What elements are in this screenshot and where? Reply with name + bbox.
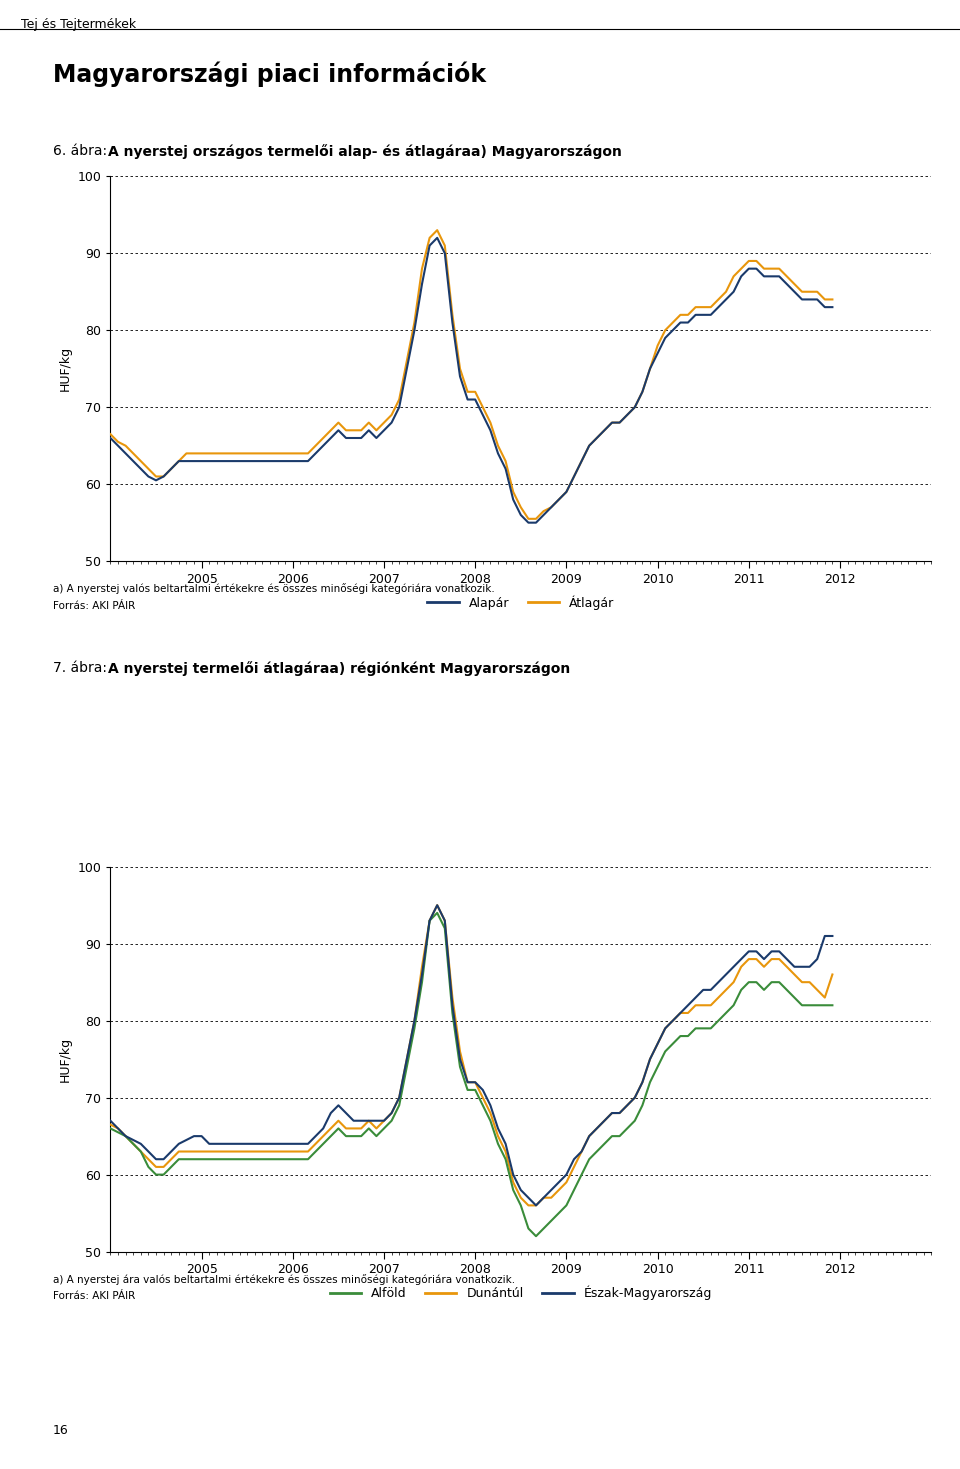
Text: 16: 16 — [53, 1423, 68, 1437]
Text: Forrás: AKI PÁIR: Forrás: AKI PÁIR — [53, 1291, 135, 1302]
Text: Magyarországi piaci információk: Magyarországi piaci információk — [53, 62, 486, 87]
Legend: Alapár, Átlagár: Alapár, Átlagár — [422, 591, 619, 614]
Text: 6. ábra:: 6. ábra: — [53, 144, 111, 159]
Text: a) A nyerstej valós beltartalmi értékekre és összes minőségi kategóriára vonatko: a) A nyerstej valós beltartalmi értékekr… — [53, 583, 494, 593]
Text: Forrás: AKI PÁIR: Forrás: AKI PÁIR — [53, 601, 135, 611]
Text: 7. ábra:: 7. ábra: — [53, 661, 111, 676]
Y-axis label: HUF/kg: HUF/kg — [59, 347, 72, 391]
Text: A nyerstej termelői átlagáraa) régiónként Magyarországon: A nyerstej termelői átlagáraa) régiónkén… — [108, 661, 571, 676]
Text: Tej és Tejtermékek: Tej és Tejtermékek — [21, 18, 136, 31]
Y-axis label: HUF/kg: HUF/kg — [59, 1037, 72, 1081]
Legend: Alföld, Dunántúl, Észak-Magyarország: Alföld, Dunántúl, Észak-Magyarország — [324, 1281, 717, 1304]
Text: a) A nyerstej ára valós beltartalmi értékekre és összes minőségi kategóriára von: a) A nyerstej ára valós beltartalmi érté… — [53, 1274, 515, 1284]
Text: A nyerstej országos termelői alap- és átlagáraa) Magyarországon: A nyerstej országos termelői alap- és át… — [108, 144, 622, 159]
